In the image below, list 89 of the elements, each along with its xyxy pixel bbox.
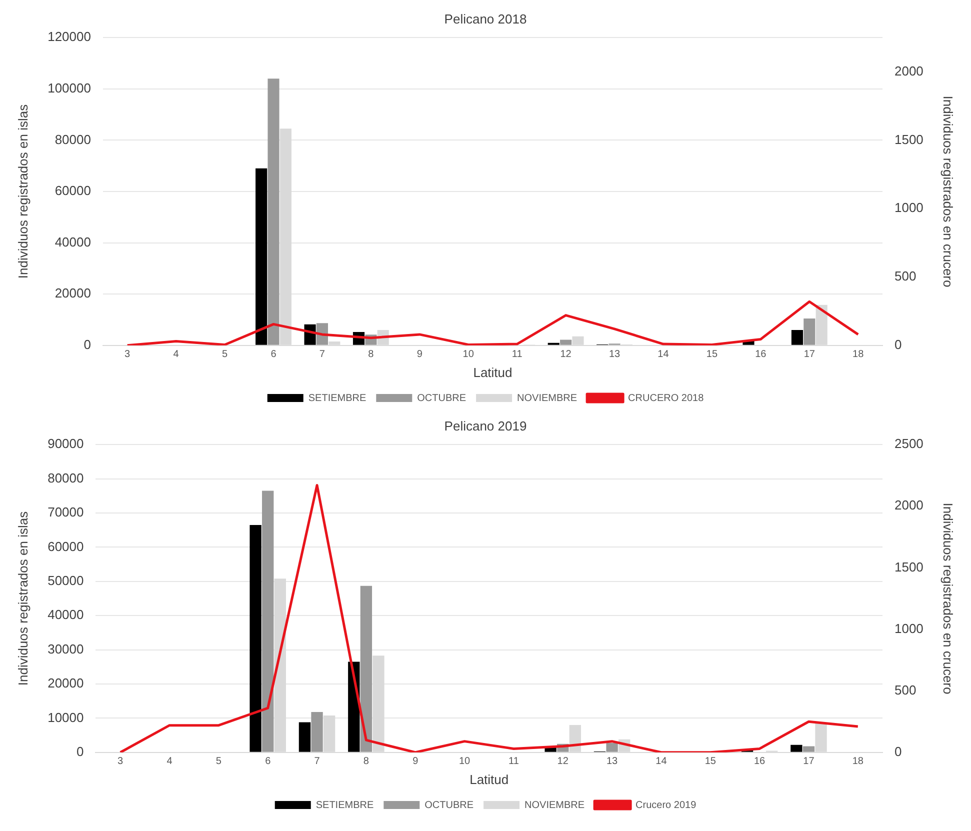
- y2-axis-title: Individuos registrados en crucero: [940, 502, 956, 694]
- y2-tick-label: 500: [894, 268, 916, 284]
- y-tick-label: 80000: [48, 470, 84, 486]
- x-tick-label: 12: [557, 756, 569, 768]
- y-tick-label: 30000: [48, 641, 84, 656]
- x-tick-label: 15: [706, 349, 718, 360]
- bar: [360, 586, 372, 752]
- x-tick-label: 16: [755, 349, 767, 360]
- x-tick-label: 4: [173, 349, 180, 360]
- legend-label: NOVIEMBRE: [517, 392, 578, 404]
- bar: [791, 330, 804, 345]
- x-tick-label: 18: [852, 349, 864, 360]
- legend-label: OCTUBRE: [424, 800, 474, 811]
- legend-label: CRUCERO 2018: [628, 392, 704, 404]
- y-tick-label: 20000: [54, 286, 91, 301]
- y-tick-label: 40000: [54, 234, 91, 250]
- y-axis-title: Individuos registrados en islas: [15, 510, 30, 686]
- y-tick-label: 50000: [48, 572, 84, 588]
- y2-tick-label: 1000: [894, 620, 924, 636]
- legend-label: NOVIEMBRE: [524, 800, 585, 811]
- y2-tick-label: 500: [894, 682, 916, 698]
- bar: [560, 340, 572, 345]
- y-tick-label: 80000: [54, 132, 91, 147]
- bar: [256, 168, 268, 345]
- bar: [311, 712, 323, 752]
- y2-tick-label: 1500: [894, 132, 924, 147]
- x-tick-label: 9: [416, 349, 423, 360]
- y-tick-label: 0: [76, 744, 84, 759]
- y2-tick-label: 2000: [894, 498, 924, 513]
- x-tick-label: 17: [803, 756, 815, 768]
- bar: [790, 744, 802, 752]
- bar: [298, 722, 311, 752]
- x-tick-label: 11: [508, 756, 520, 768]
- y-axis-title: Individuos registrados en islas: [15, 104, 30, 279]
- x-tick-label: 3: [118, 756, 124, 768]
- y-tick-label: 40000: [48, 607, 84, 622]
- chart-title: Pelicano 2019: [444, 418, 527, 434]
- y-tick-label: 0: [84, 336, 91, 352]
- x-tick-label: 4: [166, 756, 173, 768]
- x-tick-label: 9: [412, 756, 419, 768]
- x-tick-label: 5: [216, 756, 222, 768]
- legend-label: SETIEMBRE: [308, 392, 366, 404]
- y-tick-label: 20000: [48, 676, 84, 691]
- y2-tick-label: 2500: [894, 436, 924, 452]
- y-tick-label: 60000: [54, 183, 91, 198]
- x-tick-label: 14: [658, 349, 670, 360]
- y2-tick-label: 1500: [894, 559, 924, 574]
- x-tick-label: 13: [608, 349, 621, 360]
- x-tick-label: 16: [754, 756, 766, 768]
- legend-label: Crucero 2019: [636, 800, 697, 811]
- y-tick-label: 90000: [48, 436, 84, 452]
- legend-label: SETIEMBRE: [316, 800, 374, 811]
- x-tick-label: 15: [704, 756, 716, 768]
- bar: [268, 78, 280, 345]
- x-axis-title: Latitud: [473, 364, 512, 380]
- x-tick-label: 10: [458, 756, 471, 768]
- x-tick-label: 8: [368, 349, 374, 360]
- x-tick-label: 6: [265, 756, 272, 768]
- x-tick-label: 8: [363, 756, 370, 768]
- bar: [804, 318, 816, 345]
- bar: [250, 524, 262, 752]
- x-tick-label: 7: [314, 756, 320, 768]
- x-tick-label: 13: [606, 756, 618, 768]
- y2-axis-title: Individuos registrados en crucero: [940, 96, 956, 288]
- x-tick-label: 12: [560, 349, 572, 360]
- x-axis-title: Latitud: [470, 772, 509, 787]
- x-tick-label: 17: [804, 349, 816, 360]
- y-tick-label: 120000: [48, 29, 91, 44]
- x-tick-label: 14: [656, 756, 668, 768]
- x-tick-label: 3: [124, 349, 131, 360]
- y-tick-label: 10000: [48, 710, 84, 725]
- y-tick-label: 60000: [48, 538, 84, 554]
- bar: [262, 490, 274, 752]
- x-tick-label: 18: [852, 756, 864, 768]
- x-tick-label: 11: [512, 349, 523, 360]
- chart-title: Pelicano 2018: [444, 11, 527, 26]
- y2-tick-label: 1000: [894, 200, 924, 216]
- x-tick-label: 5: [222, 349, 228, 360]
- x-tick-label: 7: [319, 349, 326, 360]
- x-tick-label: 10: [462, 349, 474, 360]
- bar: [606, 742, 618, 752]
- legend-label: OCTUBRE: [417, 392, 466, 404]
- y2-tick-label: 0: [894, 744, 902, 759]
- y-tick-label: 70000: [48, 504, 84, 520]
- y2-tick-label: 2000: [894, 63, 924, 78]
- y2-tick-label: 0: [894, 336, 902, 352]
- bar: [802, 746, 815, 752]
- y-tick-label: 100000: [48, 80, 91, 96]
- x-tick-label: 6: [270, 349, 277, 360]
